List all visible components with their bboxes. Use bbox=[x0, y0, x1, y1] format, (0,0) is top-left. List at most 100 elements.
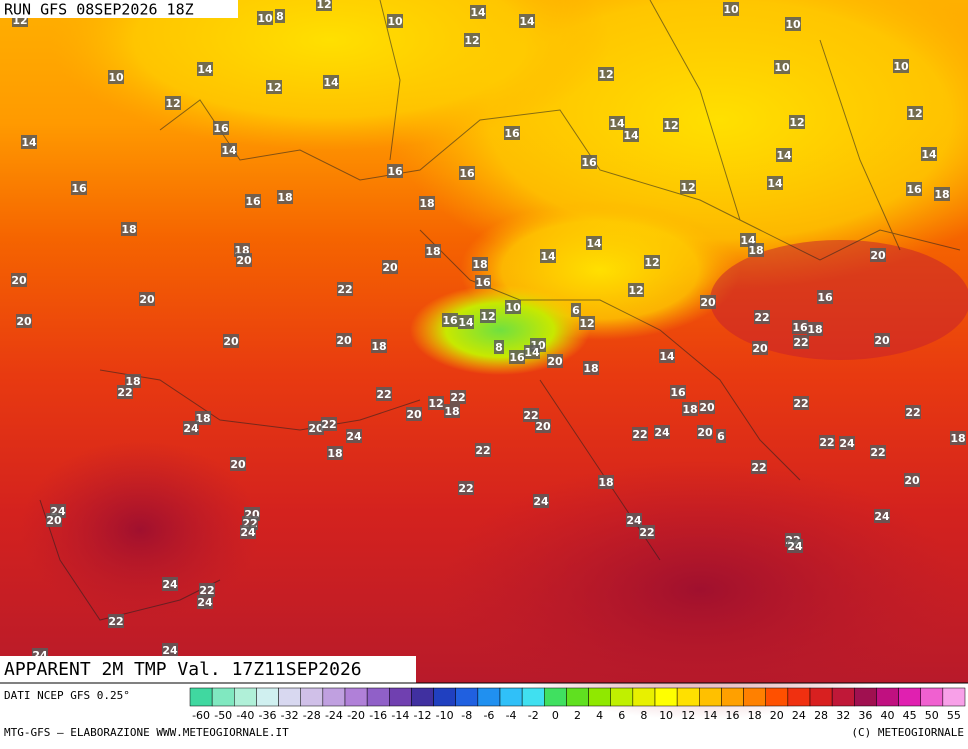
label-box bbox=[458, 481, 474, 495]
temperature-label: 18 bbox=[934, 188, 949, 201]
temperature-label: 20 bbox=[547, 355, 563, 368]
label-box bbox=[639, 525, 655, 539]
label-box bbox=[371, 339, 387, 353]
label-box bbox=[644, 255, 660, 269]
label-box bbox=[245, 194, 261, 208]
temperature-label: 20 bbox=[700, 296, 716, 309]
temperature-label: 18 bbox=[419, 197, 434, 210]
temperature-label: 12 bbox=[628, 284, 643, 297]
label-box bbox=[117, 385, 133, 399]
temperature-label: 12 bbox=[165, 97, 180, 110]
scale-swatch bbox=[566, 687, 589, 707]
scale-label: -14 bbox=[391, 709, 409, 722]
label-box bbox=[470, 5, 486, 19]
temperature-label: 12 bbox=[663, 119, 678, 132]
label-box bbox=[480, 309, 496, 323]
temperature-label: 22 bbox=[819, 436, 834, 449]
temperature-label: 22 bbox=[337, 283, 352, 296]
temperature-label: 22 bbox=[376, 388, 391, 401]
temperature-label: 24 bbox=[533, 495, 549, 508]
scale-label: 10 bbox=[659, 709, 673, 722]
scale-swatch bbox=[632, 687, 656, 707]
scale-label: 40 bbox=[881, 709, 895, 722]
label-box bbox=[472, 257, 488, 271]
label-box bbox=[257, 11, 273, 25]
scale-label: 18 bbox=[748, 709, 762, 722]
label-box bbox=[904, 473, 920, 487]
temperature-label: 24 bbox=[346, 430, 362, 443]
label-box bbox=[524, 345, 540, 359]
temperature-label: 18 bbox=[195, 412, 210, 425]
temperature-label: 14 bbox=[21, 136, 37, 149]
label-box bbox=[46, 513, 62, 527]
scale-label: -28 bbox=[303, 709, 321, 722]
temperature-label: 14 bbox=[540, 250, 556, 263]
temperature-label: 20 bbox=[382, 261, 398, 274]
label-box bbox=[893, 59, 909, 73]
temperature-label: 24 bbox=[787, 540, 803, 553]
label-box bbox=[236, 253, 252, 267]
scale-swatch bbox=[898, 687, 921, 707]
temperature-label: 10 bbox=[505, 301, 521, 314]
temperature-label: 20 bbox=[697, 426, 713, 439]
label-box bbox=[921, 147, 937, 161]
label-box bbox=[699, 400, 715, 414]
temperature-label: 22 bbox=[639, 526, 654, 539]
temperature-label: 12 bbox=[464, 34, 479, 47]
map-title: APPARENT 2M TMP Val. 17Z11SEP2026 bbox=[4, 659, 362, 680]
temperature-label: 12 bbox=[644, 256, 659, 269]
scale-label: 50 bbox=[925, 709, 939, 722]
label-box bbox=[71, 181, 87, 195]
scale-swatch bbox=[344, 687, 368, 707]
scale-label: 24 bbox=[792, 709, 806, 722]
label-box bbox=[316, 0, 332, 11]
scale-swatch bbox=[676, 687, 700, 707]
title-box bbox=[0, 656, 416, 683]
scale-swatch bbox=[699, 687, 722, 707]
label-box bbox=[793, 396, 809, 410]
label-box bbox=[240, 525, 256, 539]
label-box bbox=[682, 402, 698, 416]
temperature-label: 16 bbox=[213, 122, 229, 135]
temperature-label: 20 bbox=[308, 422, 324, 435]
scale-swatch bbox=[544, 687, 567, 707]
label-box bbox=[230, 457, 246, 471]
label-box bbox=[519, 14, 535, 28]
map-background bbox=[0, 0, 968, 720]
temperature-label: 22 bbox=[754, 311, 769, 324]
label-box bbox=[874, 509, 890, 523]
label-box bbox=[121, 222, 137, 236]
scale-swatch bbox=[831, 687, 855, 707]
label-box bbox=[266, 80, 282, 94]
temperature-label: 22 bbox=[523, 409, 538, 422]
scale-swatch bbox=[654, 687, 678, 707]
scale-swatch bbox=[876, 687, 899, 707]
temperature-label: 20 bbox=[46, 514, 62, 527]
temperature-label: 24 bbox=[240, 526, 256, 539]
label-box bbox=[337, 282, 353, 296]
label-box bbox=[723, 2, 739, 16]
label-box bbox=[321, 417, 337, 431]
temperature-label: 14 bbox=[221, 144, 237, 157]
label-box bbox=[419, 196, 435, 210]
temperature-label: 24 bbox=[874, 510, 890, 523]
label-box bbox=[609, 116, 625, 130]
label-box bbox=[581, 155, 597, 169]
temperature-label: 20 bbox=[139, 293, 155, 306]
label-box bbox=[162, 643, 178, 657]
scale-label: -40 bbox=[236, 709, 254, 722]
temperature-label: 24 bbox=[162, 644, 178, 657]
temperature-label: 20 bbox=[11, 274, 27, 287]
temperature-label: 20 bbox=[904, 474, 920, 487]
label-box bbox=[785, 17, 801, 31]
label-box bbox=[663, 118, 679, 132]
label-box bbox=[907, 106, 923, 120]
temperature-label: 20 bbox=[230, 458, 246, 471]
label-box bbox=[623, 128, 639, 142]
temperature-label: 18 bbox=[598, 476, 613, 489]
temperature-label: 16 bbox=[817, 291, 833, 304]
temperature-label: 20 bbox=[236, 254, 252, 267]
scale-swatch bbox=[366, 687, 390, 707]
label-box bbox=[459, 166, 475, 180]
temperature-label: 22 bbox=[475, 444, 490, 457]
